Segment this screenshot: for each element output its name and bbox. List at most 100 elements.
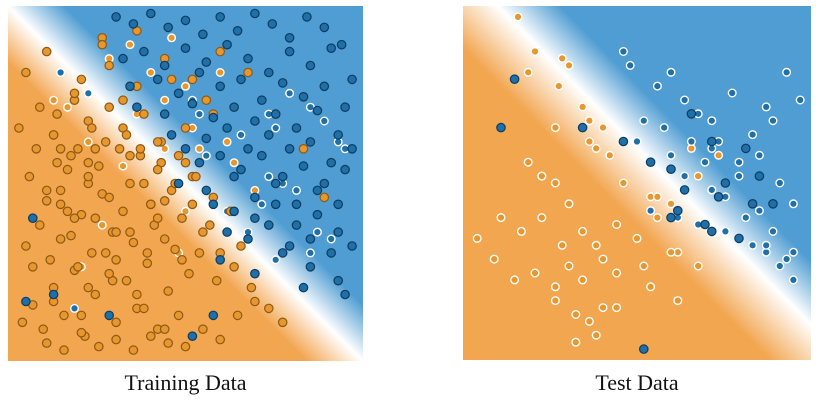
- dark-orange-point: [111, 227, 121, 237]
- light-blue-point: [319, 116, 329, 126]
- light-blue-point: [194, 109, 204, 119]
- dark-blue-point: [104, 310, 114, 321]
- dark-orange-point: [41, 46, 52, 57]
- dark-orange-point: [90, 213, 101, 223]
- dark-orange-point: [62, 206, 73, 217]
- dark-orange-point: [152, 137, 163, 147]
- dark-orange-point: [232, 310, 243, 321]
- light-orange-point: [496, 213, 506, 223]
- light-blue-point: [666, 150, 676, 160]
- dark-blue-point: [347, 144, 357, 154]
- dark-orange-point: [125, 150, 135, 161]
- dark-orange-point: [142, 258, 153, 269]
- light-orange-point: [530, 47, 540, 57]
- dark-blue-point: [768, 199, 778, 209]
- dark-orange-point: [34, 102, 45, 112]
- dark-orange-point: [215, 334, 225, 345]
- dark-blue-point: [250, 268, 260, 279]
- light-orange-point: [557, 53, 567, 63]
- light-blue-point: [618, 47, 628, 57]
- dark-blue-point: [284, 46, 295, 57]
- decision-boundary-background: [8, 6, 363, 361]
- dark-orange-point: [146, 331, 156, 341]
- light-blue-point: [734, 157, 744, 167]
- dark-blue-point: [277, 78, 288, 88]
- light-blue-point: [768, 226, 778, 236]
- dark-orange-point: [59, 345, 69, 355]
- dark-orange-point: [298, 144, 309, 154]
- dark-blue-point: [319, 178, 330, 189]
- dark-orange-point: [14, 123, 24, 133]
- light-orange-point: [180, 81, 190, 91]
- dark-orange-point: [94, 341, 104, 352]
- test-data-chart: [463, 6, 811, 360]
- dark-blue-point: [208, 112, 219, 123]
- light-orange-point: [550, 296, 560, 306]
- light-orange-point: [537, 213, 547, 223]
- dark-blue-point: [291, 220, 302, 230]
- dark-orange-point: [87, 248, 97, 258]
- light-orange-point: [554, 81, 564, 91]
- dark-orange-point: [152, 164, 163, 175]
- light-blue-point: [201, 151, 211, 161]
- dark-blue-point: [243, 144, 253, 154]
- dark-blue-point: [291, 123, 302, 133]
- dark-blue-point: [27, 213, 38, 223]
- dark-blue-point: [194, 67, 205, 78]
- dark-blue-point: [229, 206, 239, 217]
- dark-blue-point: [250, 192, 260, 203]
- dark-blue-point: [21, 296, 31, 307]
- dark-orange-point: [139, 109, 149, 119]
- light-orange-point: [673, 296, 683, 306]
- dark-blue-point: [187, 331, 198, 341]
- dark-blue-point: [305, 261, 316, 272]
- dark-orange-point: [159, 324, 170, 334]
- dark-orange-point: [191, 171, 201, 182]
- dark-blue-point: [336, 39, 347, 50]
- light-blue-point: [264, 172, 274, 182]
- dark-orange-point: [139, 303, 149, 314]
- light-orange-point: [652, 192, 662, 202]
- dark-blue-point: [713, 192, 724, 202]
- light-orange-point: [666, 247, 676, 257]
- dark-blue-point: [496, 122, 506, 133]
- dark-blue-point: [577, 122, 588, 133]
- dark-orange-point: [69, 88, 80, 99]
- dark-blue-point: [720, 178, 731, 188]
- light-blue-point: [782, 67, 792, 77]
- dark-orange-point: [114, 144, 125, 154]
- dark-orange-point: [41, 196, 52, 206]
- dark-blue-point: [673, 205, 683, 216]
- dark-blue-point: [222, 39, 232, 50]
- light-orange-point: [612, 303, 622, 313]
- dark-blue-point: [284, 144, 295, 154]
- light-orange-point: [578, 275, 588, 285]
- dark-orange-point: [142, 248, 153, 258]
- light-blue-point: [775, 178, 785, 188]
- light-orange-point: [632, 233, 642, 243]
- light-orange-point: [646, 282, 656, 292]
- light-orange-point: [652, 213, 662, 223]
- dark-orange-point: [319, 192, 330, 203]
- light-orange-point: [639, 261, 649, 271]
- dark-blue-point: [298, 282, 309, 293]
- light-blue-point: [700, 157, 710, 167]
- dark-orange-point: [121, 130, 132, 140]
- dark-orange-point: [177, 213, 187, 223]
- dark-orange-point: [83, 282, 94, 293]
- dark-orange-point: [66, 150, 76, 161]
- dark-blue-point: [229, 102, 239, 112]
- light-orange-point: [523, 67, 533, 77]
- dark-blue-point: [686, 109, 697, 119]
- light-blue-point: [707, 185, 717, 195]
- light-orange-point: [97, 220, 107, 230]
- light-blue-point: [748, 240, 758, 250]
- dark-blue-point: [700, 219, 710, 230]
- light-blue-point: [775, 261, 785, 271]
- light-orange-point: [229, 158, 239, 168]
- light-blue-point: [754, 206, 764, 216]
- light-blue-point: [761, 240, 771, 250]
- dark-orange-point: [90, 144, 101, 154]
- dark-orange-point: [38, 324, 48, 334]
- dark-orange-point: [201, 95, 212, 105]
